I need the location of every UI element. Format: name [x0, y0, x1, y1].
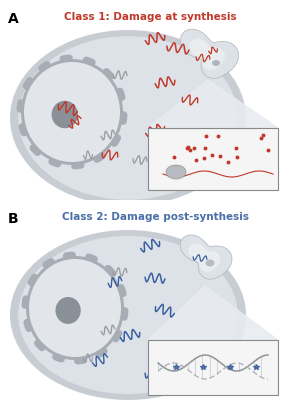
Polygon shape: [180, 29, 239, 78]
FancyBboxPatch shape: [148, 128, 278, 190]
Polygon shape: [190, 39, 224, 70]
Ellipse shape: [29, 259, 121, 357]
Ellipse shape: [24, 62, 120, 162]
Polygon shape: [189, 244, 219, 271]
Text: A: A: [8, 12, 19, 26]
Ellipse shape: [10, 230, 246, 400]
Polygon shape: [148, 80, 278, 128]
Ellipse shape: [52, 101, 78, 128]
Ellipse shape: [26, 256, 124, 360]
Ellipse shape: [21, 59, 123, 165]
Text: Class 1: Damage at synthesis: Class 1: Damage at synthesis: [64, 12, 236, 22]
Text: B: B: [8, 212, 19, 226]
Ellipse shape: [55, 297, 81, 324]
Polygon shape: [148, 286, 278, 340]
Ellipse shape: [166, 165, 186, 179]
Polygon shape: [180, 235, 232, 279]
Ellipse shape: [18, 236, 238, 394]
Ellipse shape: [10, 30, 246, 206]
Text: Class 2: Damage post-synthesis: Class 2: Damage post-synthesis: [62, 212, 248, 222]
Ellipse shape: [18, 36, 238, 200]
Ellipse shape: [212, 60, 220, 66]
Ellipse shape: [205, 260, 214, 266]
FancyBboxPatch shape: [148, 340, 278, 395]
